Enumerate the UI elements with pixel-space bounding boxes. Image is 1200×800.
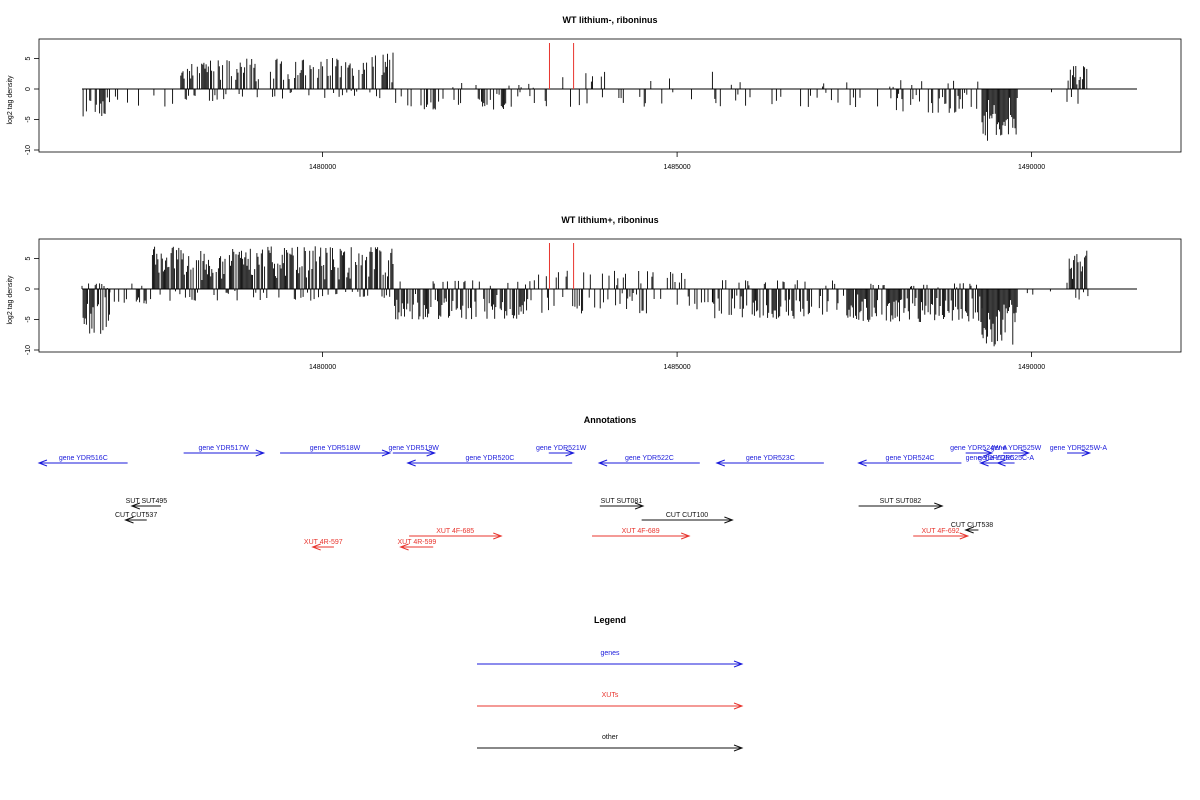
x-tick-label: 1490000 — [1018, 364, 1045, 371]
annotation-arrow-head — [426, 449, 437, 457]
x-tick-label: 1490000 — [1018, 164, 1045, 171]
annotation-arrow-head — [715, 459, 725, 467]
panel1-bars — [82, 43, 1137, 141]
annotation-label: CUT CUT100 — [666, 512, 708, 519]
annotation-label: SUT SUT082 — [880, 498, 922, 505]
annotation-label: gene YDR525W — [991, 445, 1042, 452]
annotation-arrow-head — [959, 532, 970, 540]
annotation-arrow-head — [311, 543, 321, 551]
y-tick-label: 0 — [25, 287, 32, 291]
legend-entries: genes XUTs other — [477, 650, 744, 752]
legend-label: genes — [600, 650, 620, 657]
panel2-bars — [81, 243, 1137, 347]
annotation-arrow-head — [124, 516, 134, 524]
annotation-arrow-head — [130, 502, 141, 510]
y-tick-label: -10 — [25, 345, 32, 355]
annotation-label: CUT CUT537 — [115, 512, 157, 519]
annotation-arrow-head — [37, 459, 48, 467]
panel1-frame — [38, 38, 1182, 153]
panel2-ylabel: log2 tag density — [7, 275, 14, 325]
y-tick-label: -10 — [25, 145, 32, 155]
annotation-arrow-head — [983, 449, 994, 457]
annotation-arrow-head — [597, 459, 608, 467]
annotation-label: gene YDR523C — [746, 455, 795, 462]
panel1-ylabel: log2 tag density — [7, 75, 14, 125]
annotation-arrow-head — [1020, 449, 1031, 457]
annotation-label: gene YDR525W-A — [1050, 445, 1108, 452]
y-tick-label: 0 — [25, 87, 32, 91]
legend-label: other — [602, 734, 619, 741]
panel1-title: WT lithium-, riboninus — [563, 15, 658, 25]
x-tick-label: 1485000 — [663, 364, 690, 371]
legend-arrow-head — [733, 660, 744, 668]
annotation-arrow-head — [724, 516, 734, 524]
annotation-label: gene YDR525C-A — [978, 455, 1034, 462]
y-tick-label: -5 — [25, 316, 32, 322]
annotation-arrow-head — [399, 543, 409, 551]
annotation-label: gene YDR521W — [536, 445, 587, 452]
annotation-arrow-head — [1081, 449, 1092, 457]
panel2-axes: -10 -5 0 5 1480000 1485000 1490000 — [25, 256, 1045, 371]
annotation-features: gene YDR516C gene YDR517W gene YDR518W gene… — [37, 445, 1108, 551]
panel1-axes: -10 -5 0 5 1480000 1485000 1490000 — [25, 56, 1045, 171]
annotation-arrow-head — [565, 449, 576, 457]
annotation-label: SUT SUT495 — [126, 498, 168, 505]
panel2-frame — [38, 238, 1182, 353]
y-tick-label: 5 — [25, 56, 32, 60]
legend-arrow-head — [733, 744, 744, 752]
annotation-label: XUT 4R-599 — [398, 539, 437, 546]
annotation-label: XUT 4R-597 — [304, 539, 343, 546]
annotation-arrow-head — [680, 532, 691, 540]
x-tick-label: 1485000 — [663, 164, 690, 171]
annotation-label: gene YDR517W — [198, 445, 249, 452]
legend-arrow-head — [733, 702, 744, 710]
legend-title: Legend — [594, 615, 626, 625]
annotation-arrow-head — [634, 502, 645, 510]
annotation-label: gene YDR516C — [59, 455, 108, 462]
annotation-label: XUT 4F-692 — [922, 528, 960, 535]
annotation-label: gene YDR522C — [625, 455, 674, 462]
annotation-label: CUT CUT538 — [951, 522, 993, 529]
annotation-label: SUT SUT081 — [601, 498, 643, 505]
y-tick-label: -5 — [25, 116, 32, 122]
x-tick-label: 1480000 — [309, 164, 336, 171]
annotation-arrow-head — [381, 449, 392, 457]
annotation-arrow-head — [934, 502, 944, 510]
annotation-label: gene YDR526C — [966, 455, 1015, 462]
annotation-label: gene YDR520C — [465, 455, 514, 462]
annotation-label: XUT 4F-685 — [436, 528, 474, 535]
annotation-arrow-head — [493, 532, 503, 540]
annotation-arrow-head — [857, 459, 867, 467]
annotation-label: gene YDR518W — [310, 445, 361, 452]
annotation-arrow-head — [979, 459, 989, 467]
legend-label: XUTs — [602, 692, 619, 699]
annotation-arrow-head — [996, 459, 1006, 467]
y-tick-label: 5 — [25, 256, 32, 260]
x-tick-label: 1480000 — [309, 364, 336, 371]
annotation-label: XUT 4F-689 — [622, 528, 660, 535]
panel2-title: WT lithium+, riboninus — [561, 215, 658, 225]
annotation-label: gene YDR524W-A — [950, 445, 1008, 452]
annotation-arrow-head — [255, 449, 266, 457]
annotation-arrow-head — [406, 459, 416, 467]
annotation-arrow-head — [964, 526, 974, 534]
annotation-label: gene YDR524C — [886, 455, 935, 462]
annotations-title: Annotations — [584, 415, 637, 425]
annotation-label: gene YDR519W — [388, 445, 439, 452]
